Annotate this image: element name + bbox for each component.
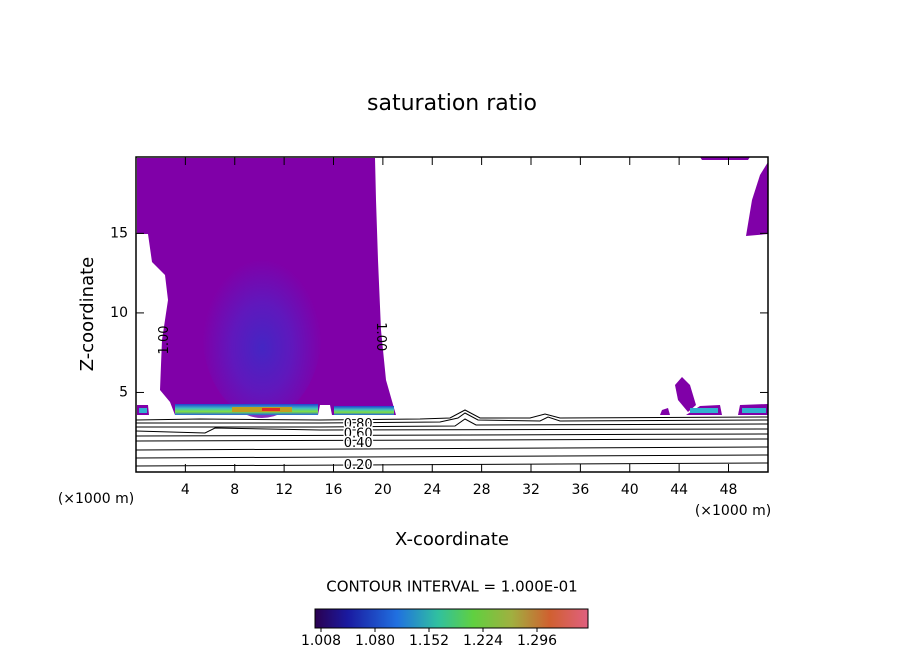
contour-label: 0.40 (344, 436, 373, 451)
x-tick-label: 28 (473, 482, 491, 498)
x-tick-label: 8 (230, 482, 239, 498)
plot-frame (135, 156, 769, 473)
colorbar-tick-label: 1.296 (517, 633, 557, 649)
x-tick-label: 4 (181, 482, 190, 498)
colorbar (314, 608, 589, 629)
y-tick-label: 15 (110, 225, 128, 241)
contour-interval: CONTOUR INTERVAL = 1.000E-01 (326, 578, 577, 596)
x-tick-label: 48 (720, 482, 738, 498)
x-tick-label: 40 (621, 482, 639, 498)
y-tick-label: 10 (110, 305, 128, 321)
colorbar-tick-label: 1.152 (409, 633, 449, 649)
y-axis-label: Z-coordinate (77, 257, 98, 372)
x-tick-label: 12 (275, 482, 293, 498)
contour-label: 0.60 (344, 426, 373, 441)
x-unit-label: (×1000 m) (695, 503, 771, 519)
chart-title: saturation ratio (367, 91, 537, 116)
colorbar-tick-label: 1.008 (301, 633, 341, 649)
colorbar-tick-label: 1.080 (355, 633, 395, 649)
x-unit-label: (×1000 m) (58, 491, 134, 507)
contour-label: 0.20 (344, 458, 373, 473)
x-tick-label: 44 (670, 482, 688, 498)
y-tick-label: 5 (119, 384, 128, 400)
colorbar-tick-label: 1.224 (463, 633, 503, 649)
x-axis-label: X-coordinate (395, 529, 509, 550)
x-tick-label: 24 (423, 482, 441, 498)
contour-label: 1.00 (373, 322, 388, 351)
contour-label: 1.00 (157, 325, 172, 354)
x-tick-label: 32 (522, 482, 540, 498)
contour-label: 0.80 (344, 417, 373, 432)
x-tick-label: 36 (571, 482, 589, 498)
x-tick-label: 20 (374, 482, 392, 498)
contour-lines (135, 409, 769, 467)
filled-contours (137, 157, 768, 418)
x-tick-label: 16 (325, 482, 343, 498)
